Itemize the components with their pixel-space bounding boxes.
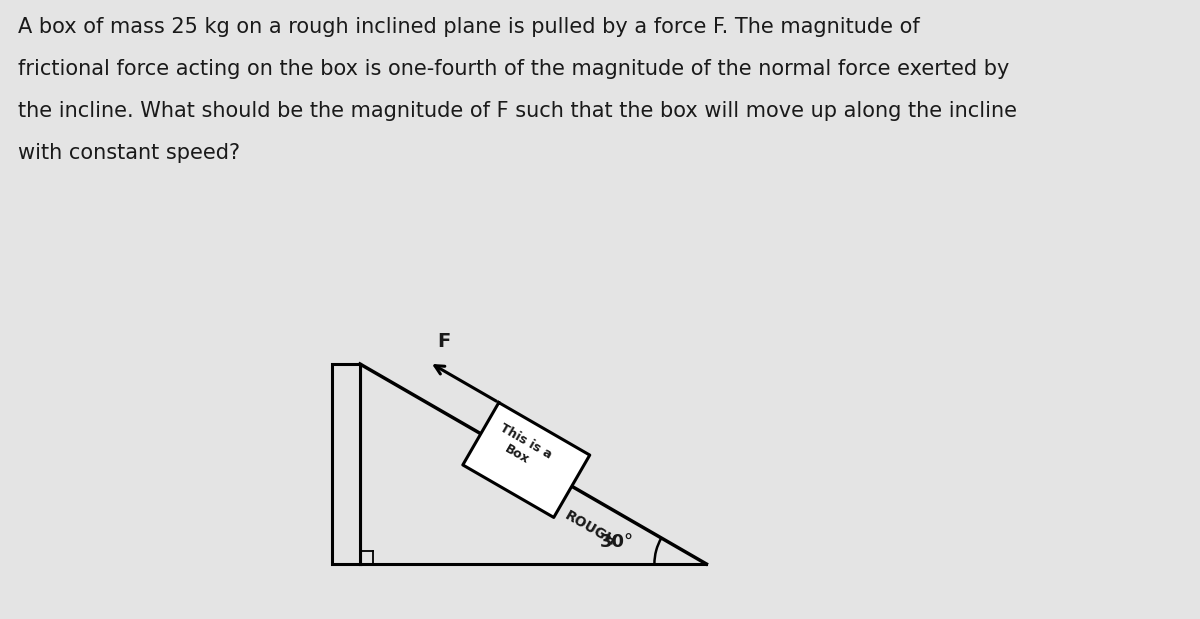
Text: ROUGH: ROUGH: [563, 508, 618, 549]
Polygon shape: [463, 402, 589, 517]
Text: 30°: 30°: [599, 533, 634, 551]
Text: frictional force acting on the box is one-fourth of the magnitude of the normal : frictional force acting on the box is on…: [18, 59, 1009, 79]
Text: F: F: [438, 332, 451, 350]
Text: A box of mass 25 kg on a rough inclined plane is pulled by a force F. The magnit: A box of mass 25 kg on a rough inclined …: [18, 17, 919, 37]
Text: with constant speed?: with constant speed?: [18, 143, 240, 163]
Text: This is a
Box: This is a Box: [490, 421, 553, 475]
Text: the incline. What should be the magnitude of F such that the box will move up al: the incline. What should be the magnitud…: [18, 101, 1018, 121]
Bar: [332, 364, 360, 564]
